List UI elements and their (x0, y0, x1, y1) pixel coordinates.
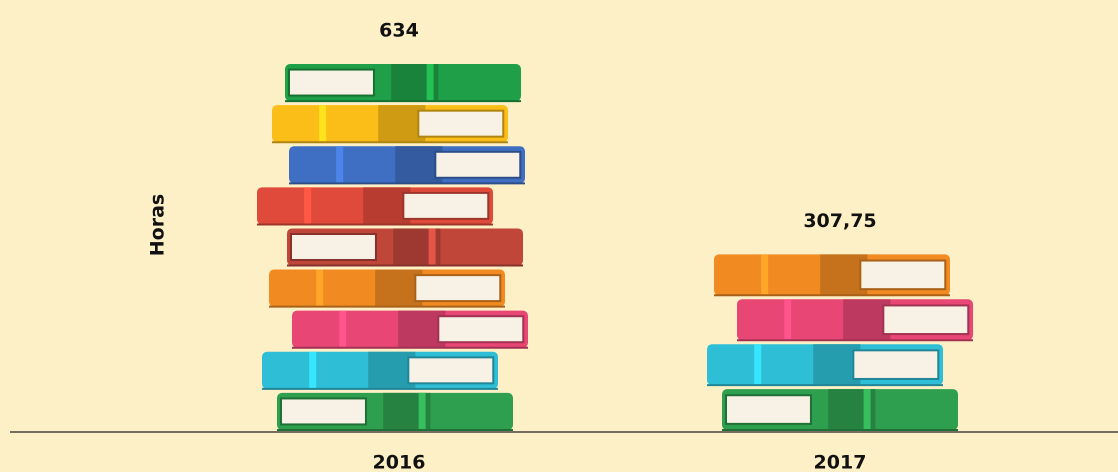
book-pages (288, 68, 375, 97)
book-band (428, 228, 436, 266)
book-pages (280, 397, 367, 426)
book-band (319, 105, 327, 143)
book-band (336, 146, 344, 184)
y-axis-label: Horas (147, 194, 169, 256)
book-pages (402, 191, 490, 220)
book-stack (707, 254, 973, 431)
book-band (339, 310, 347, 348)
book-pages (852, 349, 940, 380)
x-tick-label: 2016 (373, 452, 426, 472)
book-band (418, 392, 426, 430)
book-pages (882, 304, 970, 336)
book-band (316, 269, 324, 307)
book-band (304, 187, 312, 225)
book-pages (859, 259, 947, 291)
book-pages (290, 233, 377, 261)
book-pages (407, 356, 495, 385)
book-stack (257, 64, 528, 431)
book-band (754, 344, 762, 386)
value-label: 307,75 (803, 210, 876, 232)
book-band (784, 299, 792, 341)
book-pages (437, 315, 525, 344)
book-pages (725, 394, 812, 425)
x-tick-label: 2017 (814, 452, 867, 472)
book-pages (434, 150, 522, 179)
book-band (761, 254, 769, 296)
book-pages (414, 274, 502, 303)
book-pages (417, 109, 505, 138)
book-band (863, 389, 871, 430)
value-label: 634 (379, 20, 419, 42)
book-band (426, 64, 434, 102)
book-band (309, 351, 317, 389)
